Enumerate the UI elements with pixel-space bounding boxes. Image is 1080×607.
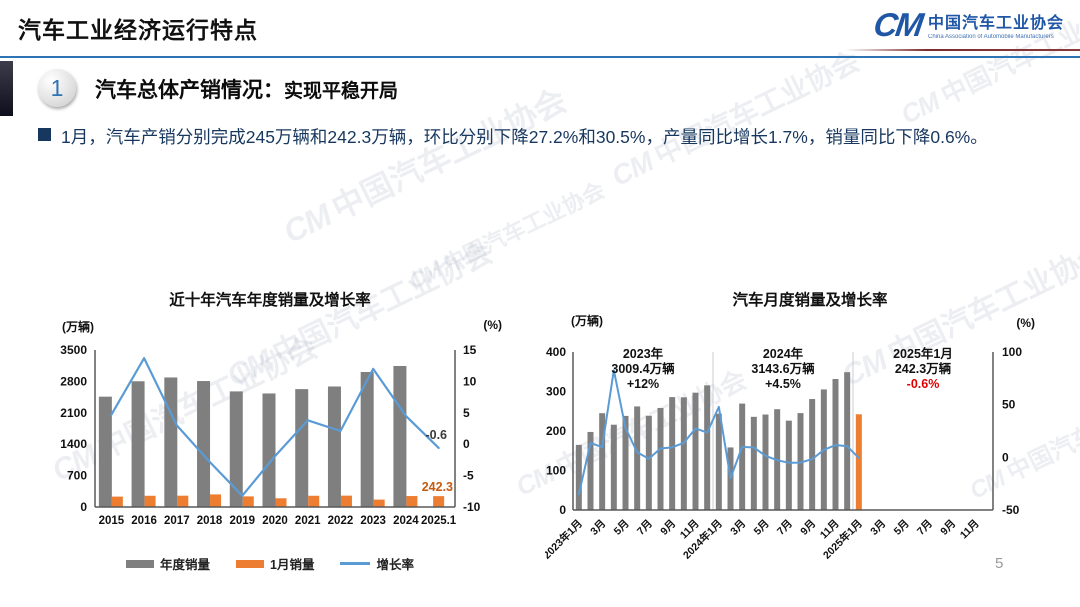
svg-text:7月: 7月	[635, 518, 655, 538]
annual-right-axis-unit: (%)	[483, 318, 502, 332]
svg-text:0: 0	[463, 437, 470, 451]
svg-text:7月: 7月	[775, 518, 795, 538]
legend-item-january-sales: 1月销量	[236, 554, 314, 573]
svg-text:9月: 9月	[938, 518, 958, 538]
org-name-en: China Association of Automobile Manufact…	[927, 34, 1054, 40]
svg-text:100: 100	[546, 464, 566, 478]
svg-text:2800: 2800	[60, 374, 87, 388]
bullet-square-icon	[38, 128, 51, 141]
svg-text:2023: 2023	[360, 515, 386, 527]
svg-text:5月: 5月	[612, 518, 632, 538]
orange-bar-swatch-icon	[236, 559, 265, 568]
section-side-strip	[0, 61, 13, 116]
svg-text:2015: 2015	[99, 515, 125, 527]
org-logo: CM 中国汽车工业协会 China Association of Automob…	[871, 6, 1064, 43]
blue-line-swatch-icon	[340, 562, 371, 565]
svg-text:2016: 2016	[131, 515, 157, 527]
svg-text:0: 0	[80, 500, 87, 514]
section-subtitle: 实现平稳开局	[284, 81, 399, 102]
svg-text:2017: 2017	[164, 515, 190, 527]
svg-text:3月: 3月	[728, 518, 748, 538]
annual-chart-legend: 年度销量 1月销量 增长率	[30, 554, 510, 573]
svg-text:700: 700	[67, 469, 87, 483]
svg-text:300: 300	[546, 385, 566, 399]
monthly-left-axis-unit: (万辆)	[571, 314, 603, 328]
legend-item-growth-rate: 增长率	[340, 554, 414, 573]
annual-chart-plot: 0 700 1400 2100 2800 3500 -10 -5 0 5 10 15 2015 2016 2…	[60, 343, 481, 527]
svg-text:3500: 3500	[60, 343, 87, 357]
logo-underline	[845, 49, 1080, 51]
header-divider	[0, 56, 1080, 58]
monthly-chart-title: 汽车月度销量及增长率	[732, 292, 888, 309]
svg-text:-10: -10	[463, 500, 481, 514]
watermark: CM中国汽车工业协会	[606, 45, 865, 193]
svg-text:-0.6: -0.6	[425, 428, 447, 442]
annual-left-axis-unit: (万辆)	[62, 320, 94, 334]
svg-text:9月: 9月	[658, 518, 678, 538]
svg-text:9月: 9月	[798, 518, 818, 538]
svg-text:2021: 2021	[295, 515, 321, 527]
section-title: 汽车总体产销情况：	[95, 79, 284, 102]
svg-text:2100: 2100	[60, 406, 87, 420]
svg-text:-50: -50	[1002, 503, 1020, 517]
svg-text:5: 5	[463, 406, 470, 420]
svg-text:11月: 11月	[958, 518, 982, 542]
annual-chart-title: 近十年汽车年度销量及增长率	[169, 292, 371, 309]
svg-text:10: 10	[463, 374, 477, 388]
svg-text:2024: 2024	[393, 515, 419, 527]
cm-logo-icon: CM	[871, 6, 924, 43]
svg-text:1400: 1400	[60, 437, 87, 451]
svg-text:0: 0	[559, 503, 566, 517]
watermark: CM中国汽车工业协会	[277, 81, 572, 251]
legend-label: 增长率	[376, 558, 414, 572]
key-facts-bullet: 1月，汽车产销分别完成245万辆和242.3万辆，环比分别下降27.2%和30.…	[38, 121, 1048, 153]
svg-text:2023年1月: 2023年1月	[545, 517, 585, 562]
svg-text:50: 50	[1002, 398, 1016, 412]
svg-text:-5: -5	[463, 469, 474, 483]
section-number-badge: 1	[38, 69, 76, 107]
legend-label: 1月销量	[270, 558, 315, 572]
legend-item-annual-sales: 年度销量	[126, 554, 210, 573]
org-name-cn: 中国汽车工业协会	[927, 15, 1064, 32]
annual-sales-chart: 近十年汽车年度销量及增长率 (万辆) (%) 0 700 1400 2100 2800 3…	[30, 288, 510, 600]
svg-text:2022: 2022	[328, 515, 354, 527]
monthly-right-axis-unit: (%)	[1016, 316, 1035, 330]
svg-text:2020: 2020	[262, 515, 288, 527]
svg-text:3月: 3月	[588, 518, 608, 538]
svg-text:400: 400	[546, 345, 566, 359]
svg-text:5月: 5月	[892, 518, 912, 538]
svg-text:7月: 7月	[915, 518, 935, 538]
svg-text:2025.1: 2025.1	[421, 515, 457, 527]
svg-text:242.3: 242.3	[422, 480, 453, 494]
bullet-text: 1月，汽车产销分别完成245万辆和242.3万辆，环比分别下降27.2%和30.…	[61, 127, 988, 147]
svg-text:3月: 3月	[868, 518, 888, 538]
page-title: 汽车工业经济运行特点	[18, 17, 258, 43]
svg-text:100: 100	[1002, 345, 1022, 359]
svg-text:200: 200	[546, 424, 566, 438]
monthly-sales-chart: 汽车月度销量及增长率 (万辆) (%) 0 100 200 300 400 -50 0 50 1…	[545, 288, 1075, 603]
legend-label: 年度销量	[160, 558, 211, 572]
gray-bar-swatch-icon	[126, 559, 154, 568]
svg-text:5月: 5月	[752, 518, 772, 538]
svg-text:0: 0	[1002, 450, 1009, 464]
svg-text:15: 15	[463, 343, 477, 357]
svg-text:2019: 2019	[229, 515, 255, 527]
svg-text:2018: 2018	[197, 515, 223, 527]
watermark: CM中国汽车工业协会	[405, 177, 609, 294]
page-number: 5	[995, 555, 1004, 572]
